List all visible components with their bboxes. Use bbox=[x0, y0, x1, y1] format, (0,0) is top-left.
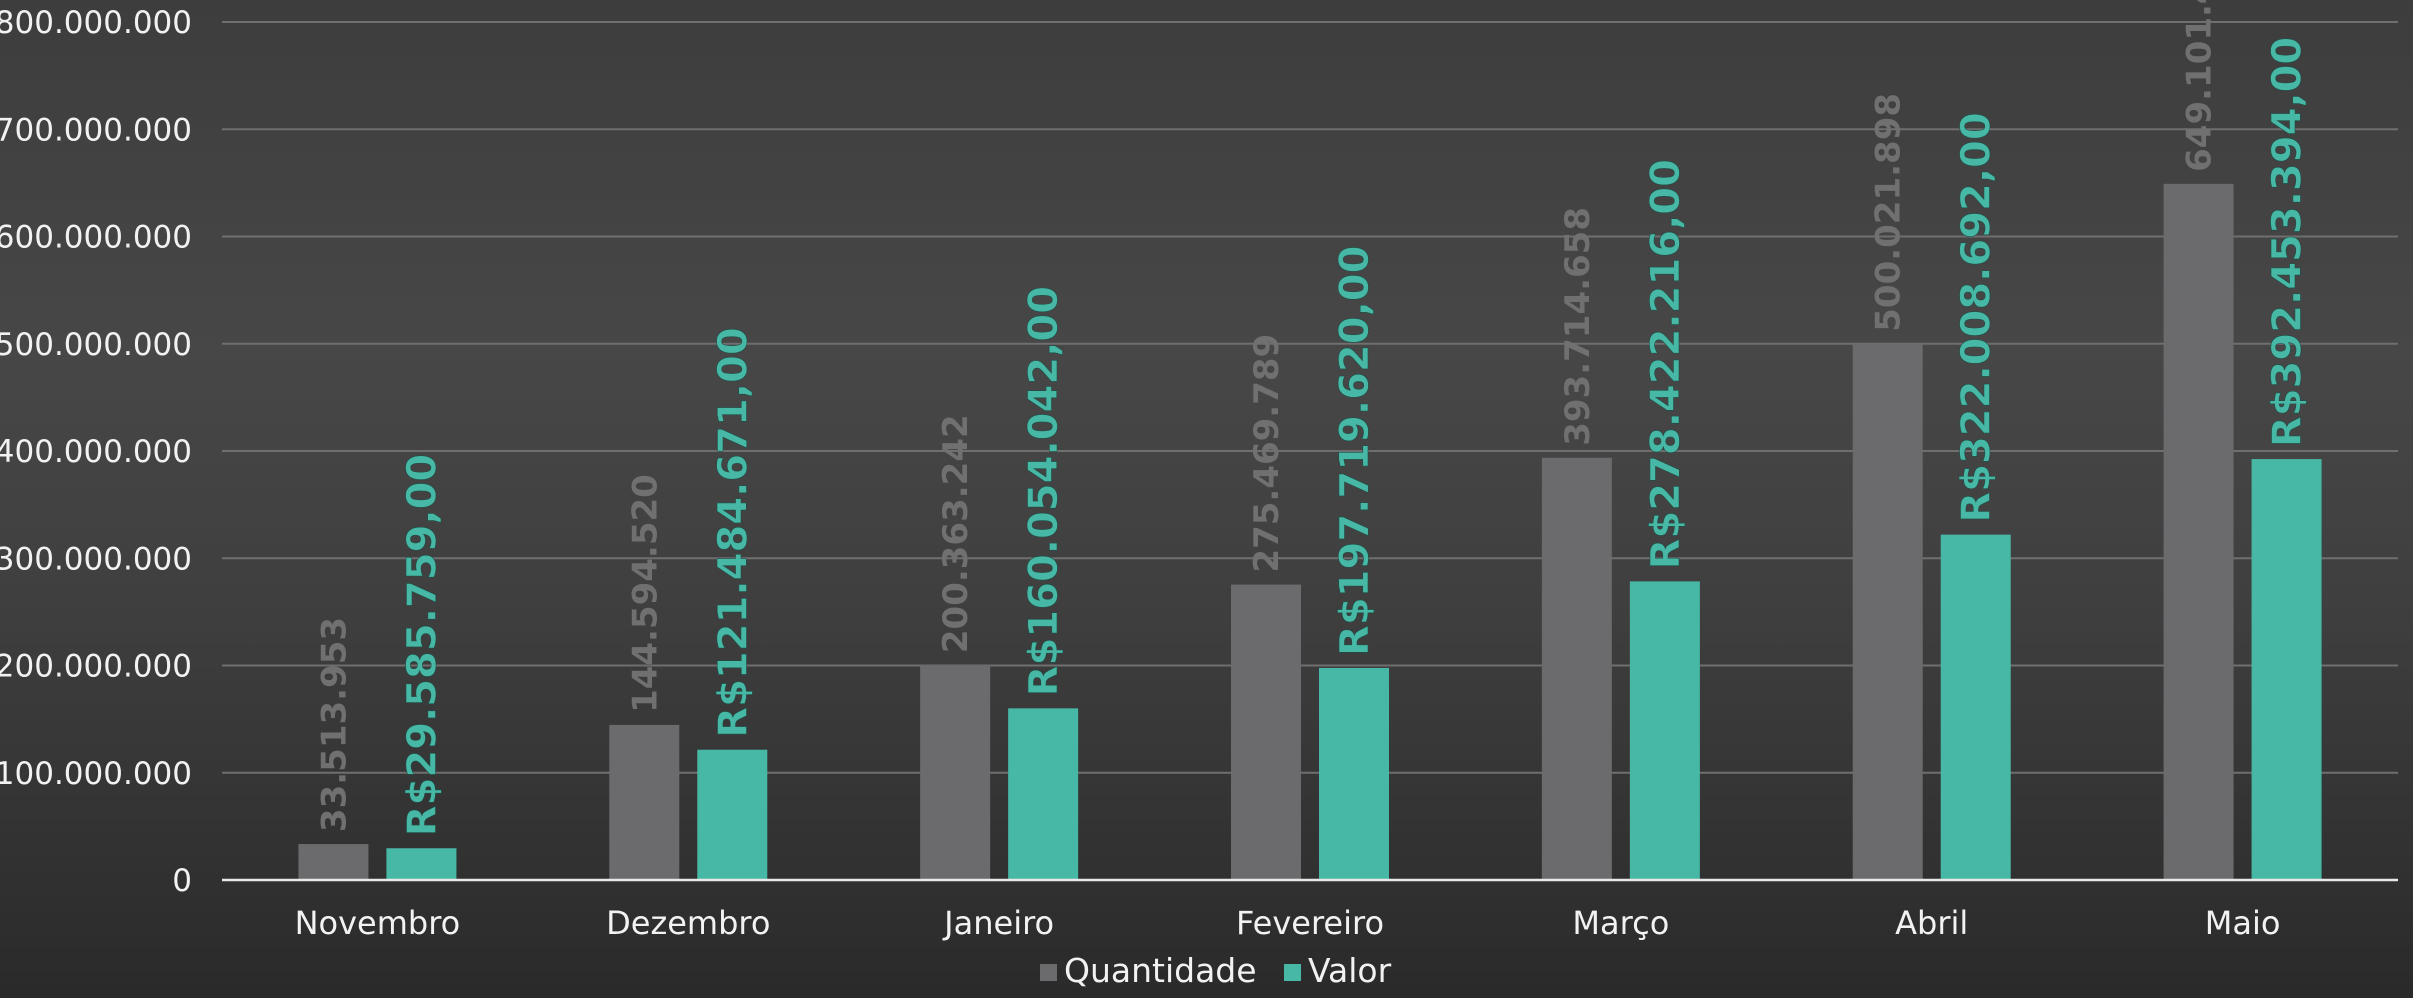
x-category-label: Janeiro bbox=[942, 904, 1054, 942]
legend-swatch-quantidade bbox=[1040, 964, 1057, 981]
data-label-valor: R$322.008.692,00 bbox=[1954, 112, 2000, 522]
data-label-quantidade: 275.469.789 bbox=[1247, 334, 1287, 573]
data-label-valor: R$197.719.620,00 bbox=[1332, 246, 1378, 656]
data-label-valor: R$121.484.671,00 bbox=[710, 327, 756, 737]
bar-quantidade bbox=[298, 844, 369, 880]
y-tick-label: 100.000.000 bbox=[0, 756, 192, 792]
bar-valor bbox=[1629, 581, 1700, 880]
x-category-label: Fevereiro bbox=[1236, 904, 1384, 942]
bar-valor bbox=[2251, 459, 2322, 880]
x-axis-category-labels: Novembro Dezembro Janeiro Fevereiro Março Abr… bbox=[295, 904, 2281, 942]
x-category-label: Abril bbox=[1895, 904, 1968, 942]
bar-quantidade bbox=[609, 724, 680, 880]
bar-quantidade bbox=[1231, 584, 1301, 880]
legend-label-quantidade: Quantidade bbox=[1064, 951, 1257, 990]
data-label-quantidade: 144.594.520 bbox=[625, 474, 665, 713]
x-category-label: Novembro bbox=[295, 904, 461, 942]
y-tick-label: 0 bbox=[172, 863, 192, 899]
data-label-quantidade: 33.513.953 bbox=[314, 617, 354, 832]
data-label-valor: R$278.422.216,00 bbox=[1643, 159, 1689, 569]
bar-valor bbox=[1940, 534, 2011, 880]
data-label-quantidade: 200.363.242 bbox=[936, 414, 976, 653]
y-axis-tick-labels: 0 100.000.000 200.000.000 300.000.000 400.00… bbox=[0, 5, 192, 899]
legend-label-valor: Valor bbox=[1308, 951, 1392, 990]
y-tick-label: 600.000.000 bbox=[0, 220, 192, 256]
bar-quantidade bbox=[1541, 457, 1612, 880]
y-tick-label: 200.000.000 bbox=[0, 649, 192, 685]
data-labels: 33.513.953 R$29.585.759,00 144.594.520 R$12… bbox=[314, 0, 2311, 837]
y-tick-label: 800.000.000 bbox=[0, 5, 192, 41]
legend-swatch-valor bbox=[1284, 964, 1301, 981]
data-label-valor: R$29.585.759,00 bbox=[399, 454, 445, 837]
data-label-quantidade: 393.714.658 bbox=[1558, 207, 1598, 446]
legend: Quantidade Valor bbox=[1040, 951, 1392, 990]
y-tick-label: 700.000.000 bbox=[0, 112, 192, 148]
x-category-label: Março bbox=[1572, 904, 1669, 942]
bar-quantidade bbox=[920, 665, 991, 880]
bar-quantidade bbox=[1852, 343, 1923, 880]
y-tick-label: 500.000.000 bbox=[0, 327, 192, 363]
data-label-quantidade: 500.021.898 bbox=[1869, 93, 1909, 332]
bars bbox=[298, 183, 2322, 880]
y-tick-label: 400.000.000 bbox=[0, 434, 192, 470]
x-category-label: Maio bbox=[2205, 904, 2281, 942]
x-category-label: Dezembro bbox=[606, 904, 770, 942]
data-label-quantidade: 649.101.4 bbox=[2180, 0, 2220, 172]
bar-valor bbox=[1319, 667, 1389, 880]
gridlines bbox=[222, 21, 2398, 774]
y-tick-label: 300.000.000 bbox=[0, 541, 192, 577]
data-label-valor: R$392.453.394,00 bbox=[2265, 37, 2311, 447]
bar-valor bbox=[386, 848, 457, 880]
bar-quantidade bbox=[2163, 183, 2234, 880]
bar-valor bbox=[697, 749, 768, 880]
data-label-valor: R$160.054.042,00 bbox=[1021, 286, 1067, 696]
bar-valor bbox=[1008, 708, 1079, 880]
